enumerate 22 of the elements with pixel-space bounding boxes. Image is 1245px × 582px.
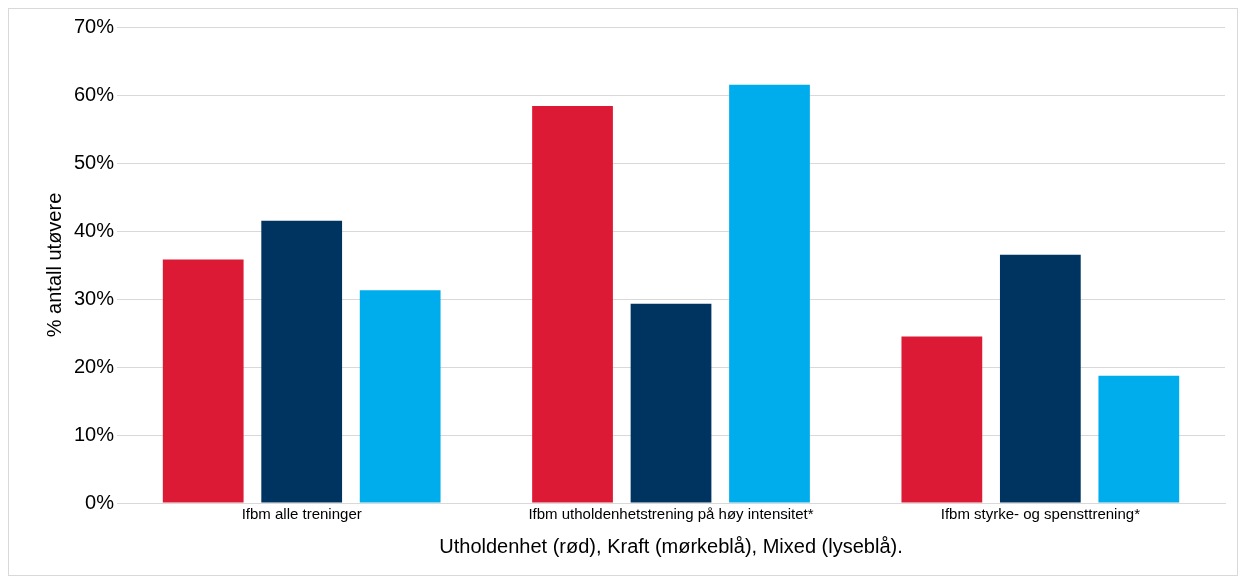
bar xyxy=(729,84,810,503)
y-tick-label: 20% xyxy=(74,354,115,377)
y-tick-label: 10% xyxy=(74,422,115,445)
bar xyxy=(162,259,244,503)
y-tick-label: 0% xyxy=(85,490,115,513)
bar xyxy=(999,254,1081,503)
x-tick-label: Ifbm alle treninger xyxy=(241,505,362,523)
y-tick-label: 50% xyxy=(74,150,115,173)
y-tick-label: 60% xyxy=(74,82,115,105)
bar xyxy=(630,303,712,503)
x-tick-label: Ifbm utholdenhetstrening på høy intensitet* xyxy=(528,505,814,523)
bar xyxy=(359,290,441,503)
x-tick-label: Ifbm styrke- og spensttrening* xyxy=(940,505,1141,523)
bar xyxy=(1098,375,1180,503)
y-tick-label: 70% xyxy=(74,14,115,37)
bar xyxy=(532,105,613,503)
y-axis-title: % antall utøvere xyxy=(42,192,65,338)
bar xyxy=(261,220,343,503)
y-tick-label: 40% xyxy=(74,218,115,241)
x-axis-title: Utholdenhet (rød), Kraft (mørkeblå), Mixed (lyseblå). xyxy=(439,534,903,557)
y-tick-label: 30% xyxy=(74,286,115,309)
bar xyxy=(901,336,983,503)
